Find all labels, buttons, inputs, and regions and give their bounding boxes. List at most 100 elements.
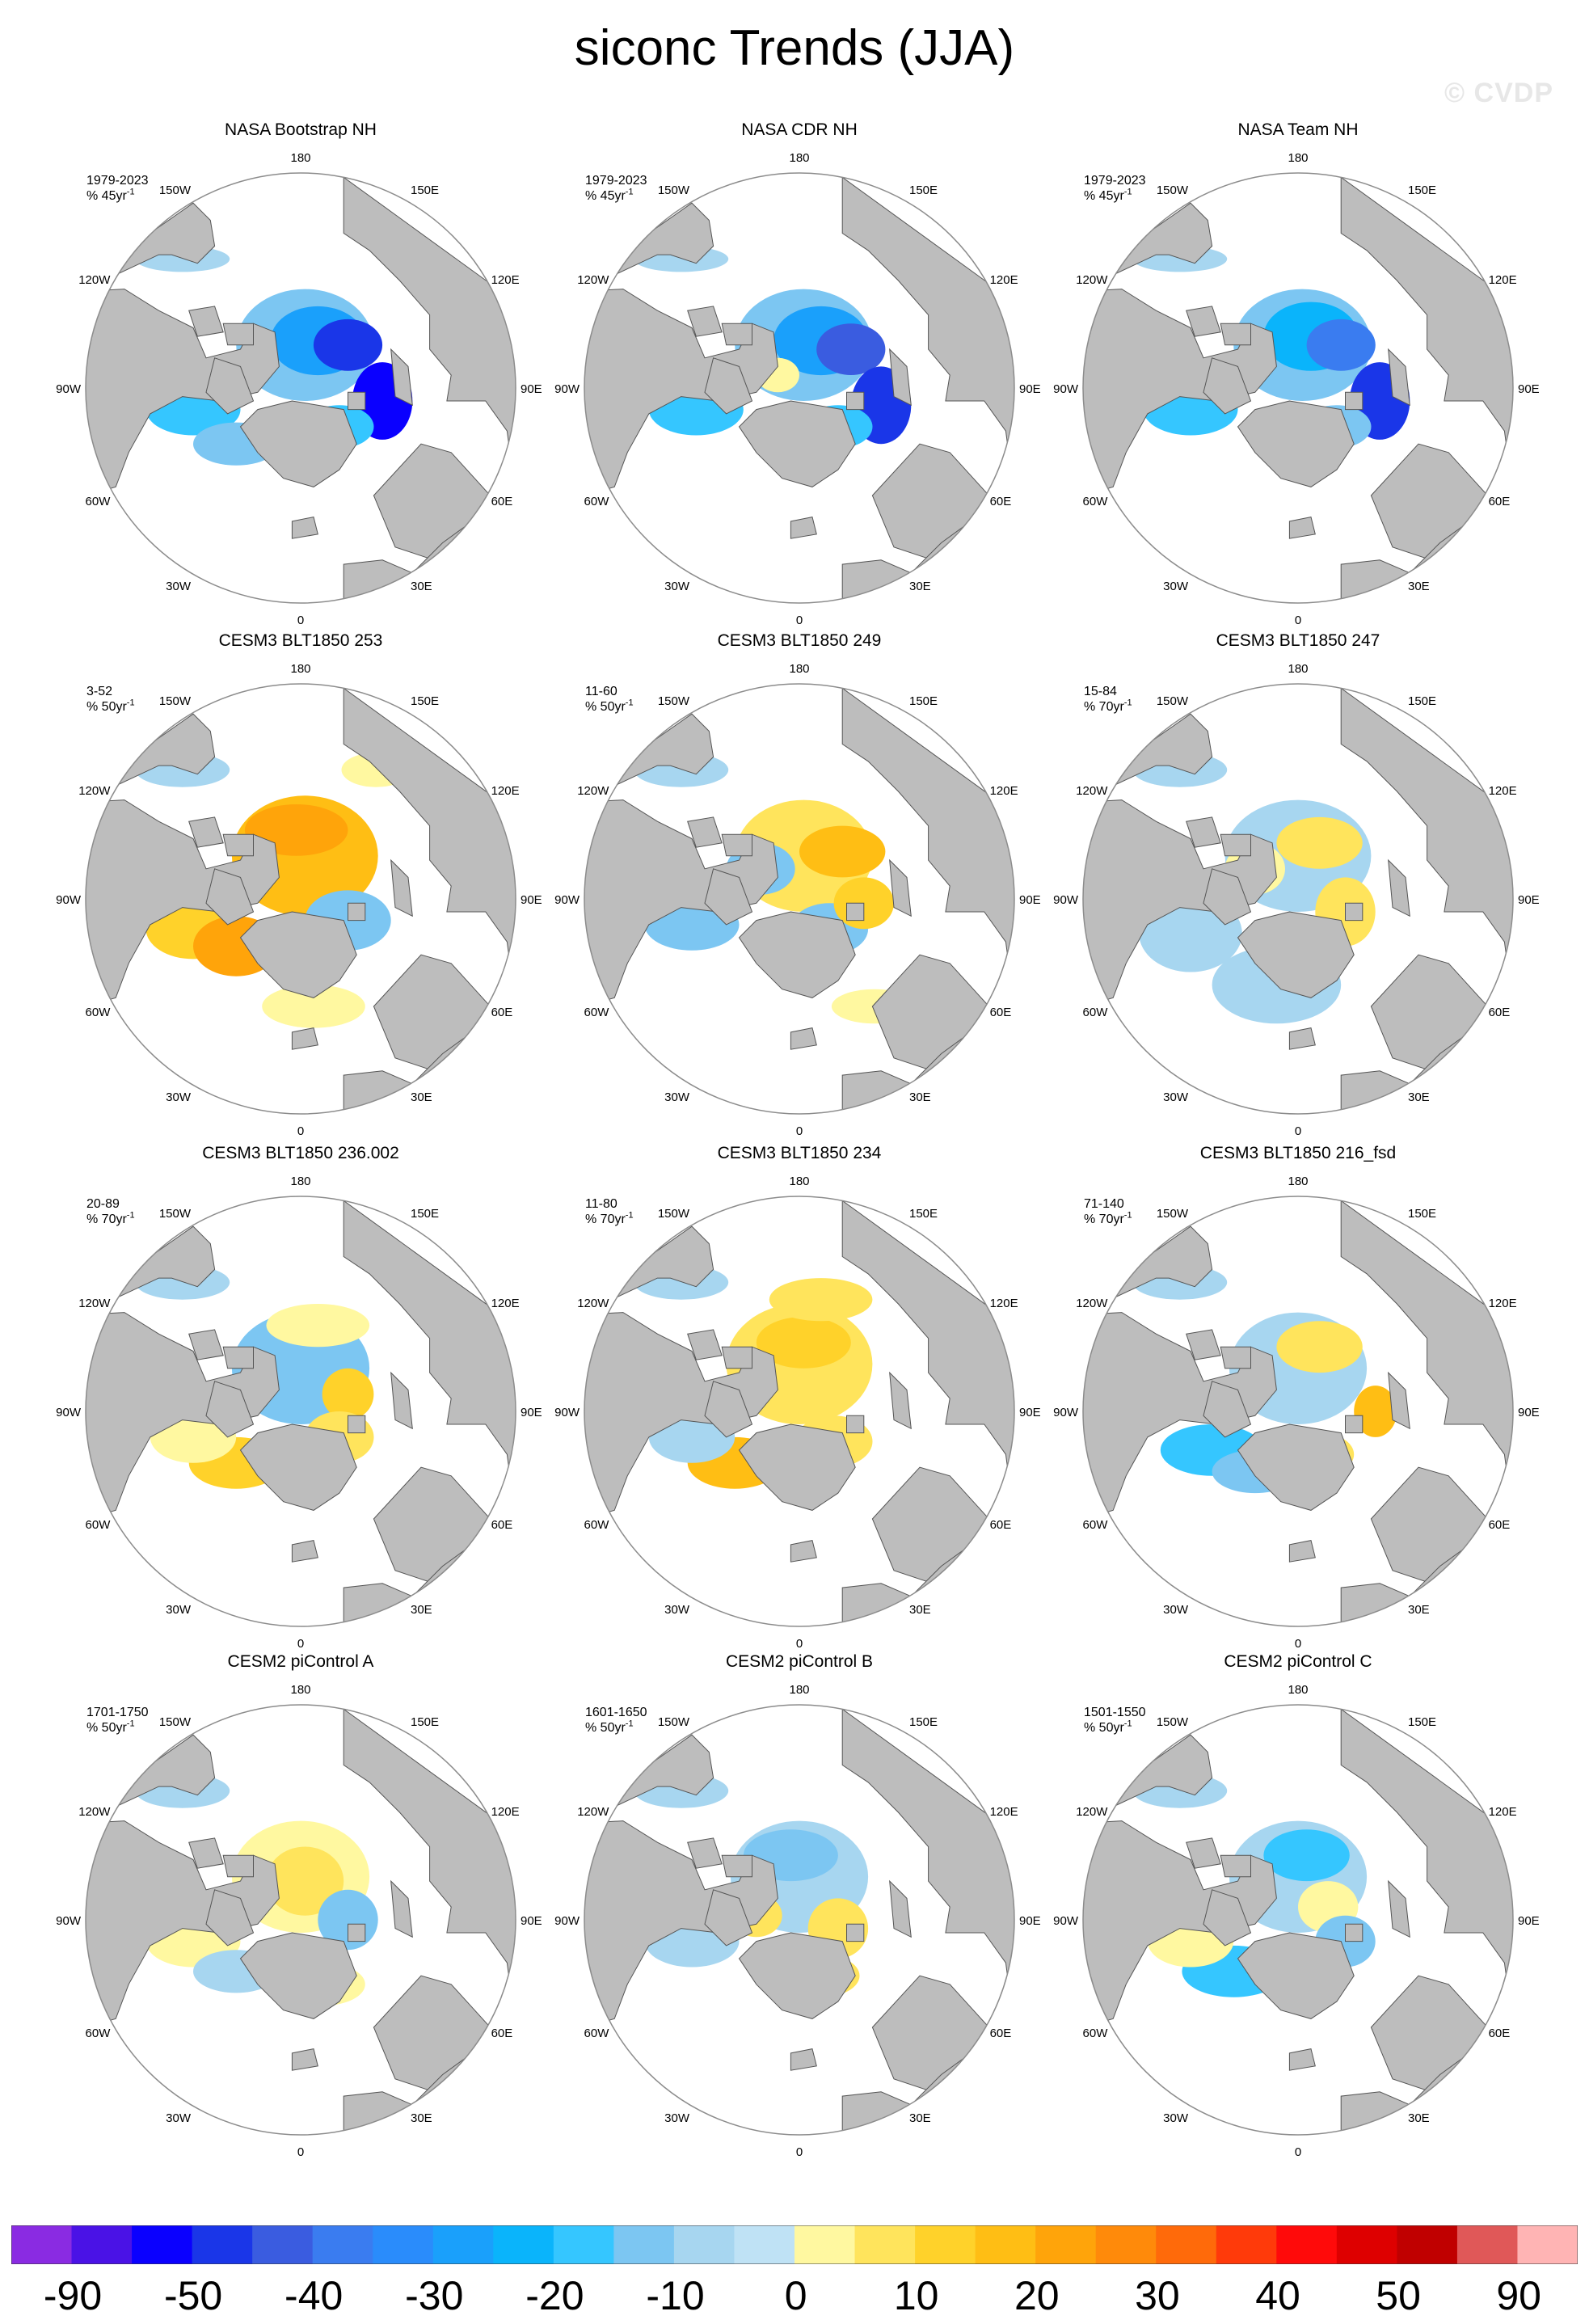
colorbar-swatch <box>613 2225 675 2264</box>
lon-label-upper-left: 150W <box>1157 183 1189 197</box>
lon-label-left-lower: 60W <box>86 1518 112 1532</box>
colorbar-swatch <box>794 2225 856 2264</box>
land-novaya <box>889 1371 912 1430</box>
lon-label-upper-right: 150E <box>909 1207 938 1221</box>
land-canada <box>86 1820 280 2028</box>
panel-unit-exponent: -1 <box>1123 1210 1132 1221</box>
trend-region <box>756 1317 851 1369</box>
map-frame <box>1082 1704 1514 2136</box>
lon-label-right: 90E <box>521 382 542 396</box>
land-greenland <box>738 400 856 487</box>
lon-label-bottom: 0 <box>1295 1637 1301 1651</box>
land-baffin <box>205 1381 255 1438</box>
panel-unit-text: % 50yr <box>585 1721 626 1735</box>
lon-label-upper-left: 150W <box>159 1715 192 1729</box>
land-greenland <box>1237 1932 1355 2019</box>
lon-label-left: 90W <box>1053 1914 1079 1928</box>
panel-unit-text: % 70yr <box>1084 700 1124 714</box>
panel-unit-exponent: -1 <box>126 1210 135 1221</box>
panel-unit-text: % 45yr <box>585 189 626 203</box>
panel-unit-exponent: -1 <box>1123 1719 1132 1729</box>
lon-label-lower-right: 30E <box>1408 1603 1430 1617</box>
trend-region <box>262 985 365 1028</box>
panel-unit: % 50yr-1 <box>86 1719 149 1736</box>
land-baffin <box>205 868 255 926</box>
lon-label-lower-right: 30E <box>1408 1090 1430 1104</box>
land-siberia <box>841 687 1014 1007</box>
lon-label-right: 90E <box>1518 893 1540 907</box>
panel-years: 1701-1750 <box>86 1706 149 1719</box>
lon-label-left: 90W <box>1053 893 1079 907</box>
lon-label-bottom: 0 <box>297 2145 304 2159</box>
land-archip1 <box>1220 1854 1251 1878</box>
lon-label-top: 180 <box>290 1683 310 1697</box>
panel-unit: % 50yr-1 <box>585 1719 647 1736</box>
lon-label-bottom: 0 <box>796 2145 803 2159</box>
panel-title: CESM3 BLT1850 253 <box>218 631 383 650</box>
land-iceland <box>1288 2048 1316 2071</box>
lon-label-left-lower: 60W <box>584 1006 610 1019</box>
colorbar-swatch <box>1156 2225 1217 2264</box>
polar-map: 180 0 150W 150E 120W 120E 90W 90E 60W 60E 30W 30E <box>554 1683 1041 2159</box>
lon-label-lower-left: 30W <box>1163 1603 1189 1617</box>
panel-years: 11-60 <box>585 685 617 698</box>
trend-region <box>313 318 383 371</box>
land-svalbard <box>1345 1415 1364 1434</box>
land-archip1 <box>721 1854 752 1878</box>
polar-map: 180 0 150W 150E 120W 120E 90W 90E 60W 60E 30W 30E <box>1053 1175 1540 1651</box>
panel-unit: % 45yr-1 <box>86 188 149 204</box>
land-iceland <box>790 1027 817 1050</box>
map-panel: CESM3 BLT1850 236.002 20-89% 70yr-1 180 0 15… <box>50 1143 551 1654</box>
land-canada <box>1083 289 1277 496</box>
land-greenland <box>738 911 856 998</box>
polar-map: 180 0 150W 150E 120W 120E 90W 90E 60W 60E 30W 30E <box>554 1175 1041 1651</box>
panel-years: 11-80 <box>585 1197 617 1211</box>
lon-label-bottom: 0 <box>1295 614 1301 627</box>
panel-unit: % 70yr-1 <box>86 1210 135 1227</box>
panel-period-unit: 11-80% 70yr-1 <box>585 1196 634 1227</box>
land-archip1 <box>721 833 752 857</box>
lon-label-right-lower: 60E <box>1489 2027 1511 2040</box>
colorbar-swatch <box>192 2225 253 2264</box>
land-archip1 <box>721 1346 752 1369</box>
panel-unit: % 50yr-1 <box>86 698 135 715</box>
land-archip1 <box>222 323 254 346</box>
land-archip2 <box>188 306 224 337</box>
panel-period-unit: 1979-2023% 45yr-1 <box>86 173 149 204</box>
panel-period-unit: 1979-2023% 45yr-1 <box>1084 173 1146 204</box>
lon-label-upper-left: 150W <box>1157 1715 1189 1729</box>
lon-label-top: 180 <box>789 1175 809 1188</box>
polar-map: 180 0 150W 150E 120W 120E 90W 90E 60W 60E 30W 30E <box>1053 1683 1540 2159</box>
map-panel: CESM2 piControl B 1601-1650% 50yr-1 180 0 15… <box>549 1651 1050 2162</box>
colorbar-swatch <box>975 2225 1036 2264</box>
land-archip1 <box>1220 833 1251 857</box>
map-frame <box>85 683 516 1115</box>
land-baffin <box>704 1889 753 1947</box>
colorbar-swatch <box>1517 2225 1578 2264</box>
trend-region <box>816 323 886 375</box>
land-novaya <box>1388 858 1410 917</box>
land-canada <box>86 289 280 496</box>
lon-label-upper-right: 150E <box>411 694 439 708</box>
polar-map: 180 0 150W 150E 120W 120E 90W 90E 60W 60E 30W 30E <box>1053 662 1540 1138</box>
lon-label-left-lower: 60W <box>584 495 610 508</box>
lon-label-right: 90E <box>521 1406 542 1419</box>
lon-label-lower-right: 30E <box>411 1603 432 1617</box>
lon-label-left-upper: 120W <box>1076 784 1108 798</box>
map-frame <box>1082 1196 1514 1627</box>
lon-label-left-upper: 120W <box>1076 1805 1108 1819</box>
lon-label-upper-right: 150E <box>1408 1207 1436 1221</box>
lon-label-right-lower: 60E <box>990 2027 1012 2040</box>
panel-period-unit: 15-84% 70yr-1 <box>1084 684 1132 715</box>
lon-label-right-lower: 60E <box>990 1518 1012 1532</box>
colorbar-tick-label: -30 <box>405 2273 464 2318</box>
panel-years: 1979-2023 <box>86 174 149 188</box>
panel-unit-text: % 70yr <box>1084 1213 1124 1226</box>
colorbar-tick-label: 50 <box>1376 2273 1421 2318</box>
lon-label-top: 180 <box>1288 1175 1308 1188</box>
panel-unit-text: % 50yr <box>86 700 127 714</box>
colorbar-swatch <box>553 2225 614 2264</box>
land-siberia <box>343 176 516 496</box>
land-greenland <box>1237 911 1355 998</box>
lon-label-lower-left: 30W <box>664 2111 690 2125</box>
